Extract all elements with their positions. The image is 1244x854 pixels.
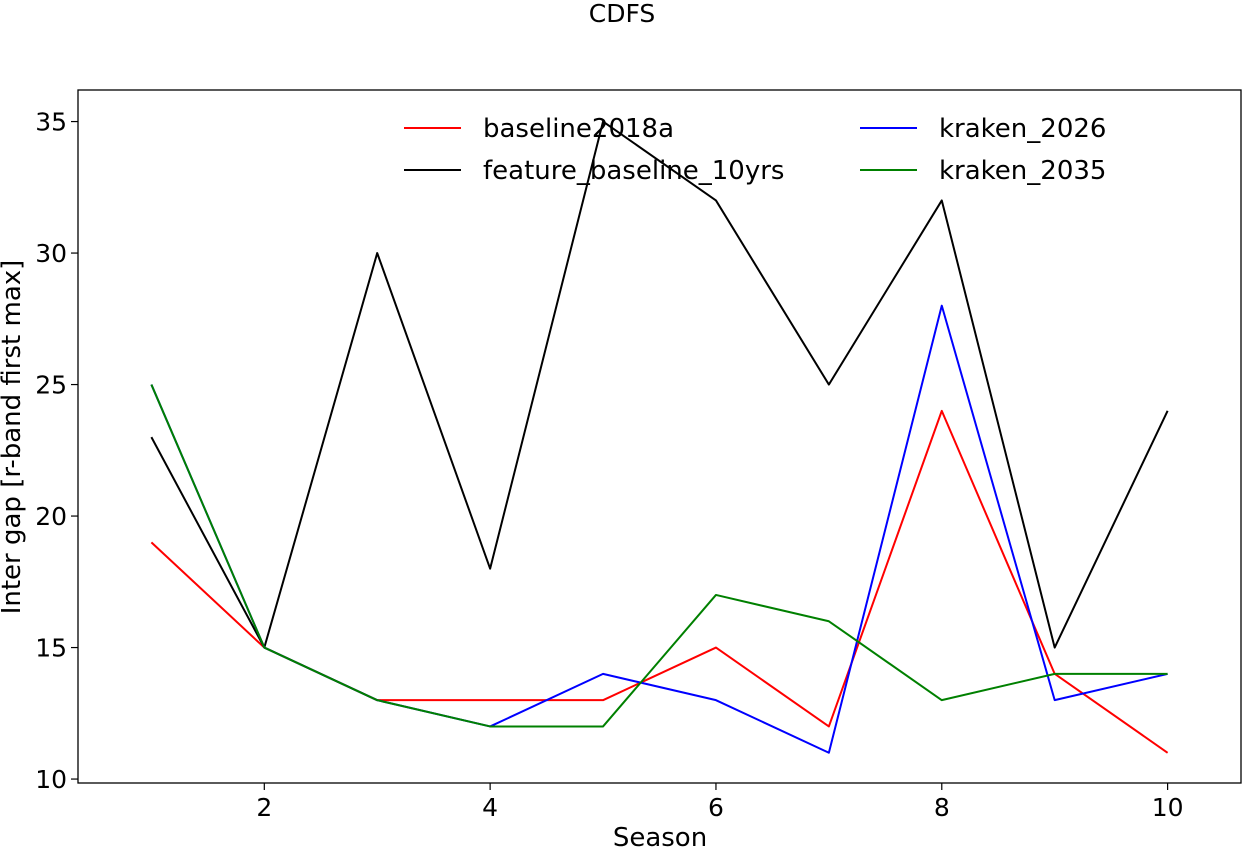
y-tick-label: 25 — [35, 371, 67, 400]
y-tick-label: 10 — [35, 765, 67, 794]
series-line-baseline2018a — [150, 409, 1169, 754]
legend-label-kraken_2026: kraken_2026 — [939, 114, 1106, 144]
x-tick-label: 8 — [934, 793, 950, 822]
legend-label-kraken_2035: kraken_2035 — [939, 156, 1106, 186]
y-tick-label: 20 — [35, 502, 67, 531]
y-axis-ticks: 10 15 20 25 30 35 — [35, 108, 78, 794]
series-line-feature_baseline_10yrs — [150, 120, 1169, 649]
x-tick-label: 6 — [708, 793, 724, 822]
series-line-kraken_2026 — [150, 304, 1168, 754]
chart-title: CDFS — [589, 0, 656, 28]
legend-label-feature_baseline_10yrs: feature_baseline_10yrs — [483, 156, 784, 186]
y-tick-label: 15 — [35, 634, 67, 663]
y-axis-label: Inter gap [r-band first max] — [0, 260, 27, 615]
x-axis-label: Season — [613, 823, 707, 853]
series-layer — [150, 120, 1169, 754]
x-tick-label: 10 — [1152, 793, 1184, 822]
y-tick-label: 35 — [35, 108, 67, 137]
x-axis-ticks: 2 4 6 8 10 — [256, 783, 1184, 822]
x-tick-label: 4 — [482, 793, 498, 822]
legend: baseline2018a feature_baseline_10yrs krake… — [404, 114, 1106, 186]
legend-label-baseline2018a: baseline2018a — [483, 114, 674, 144]
plot-frame — [77, 89, 1242, 784]
x-tick-label: 2 — [256, 793, 272, 822]
y-tick-label: 30 — [35, 239, 67, 268]
series-line-kraken_2035 — [150, 384, 1168, 728]
